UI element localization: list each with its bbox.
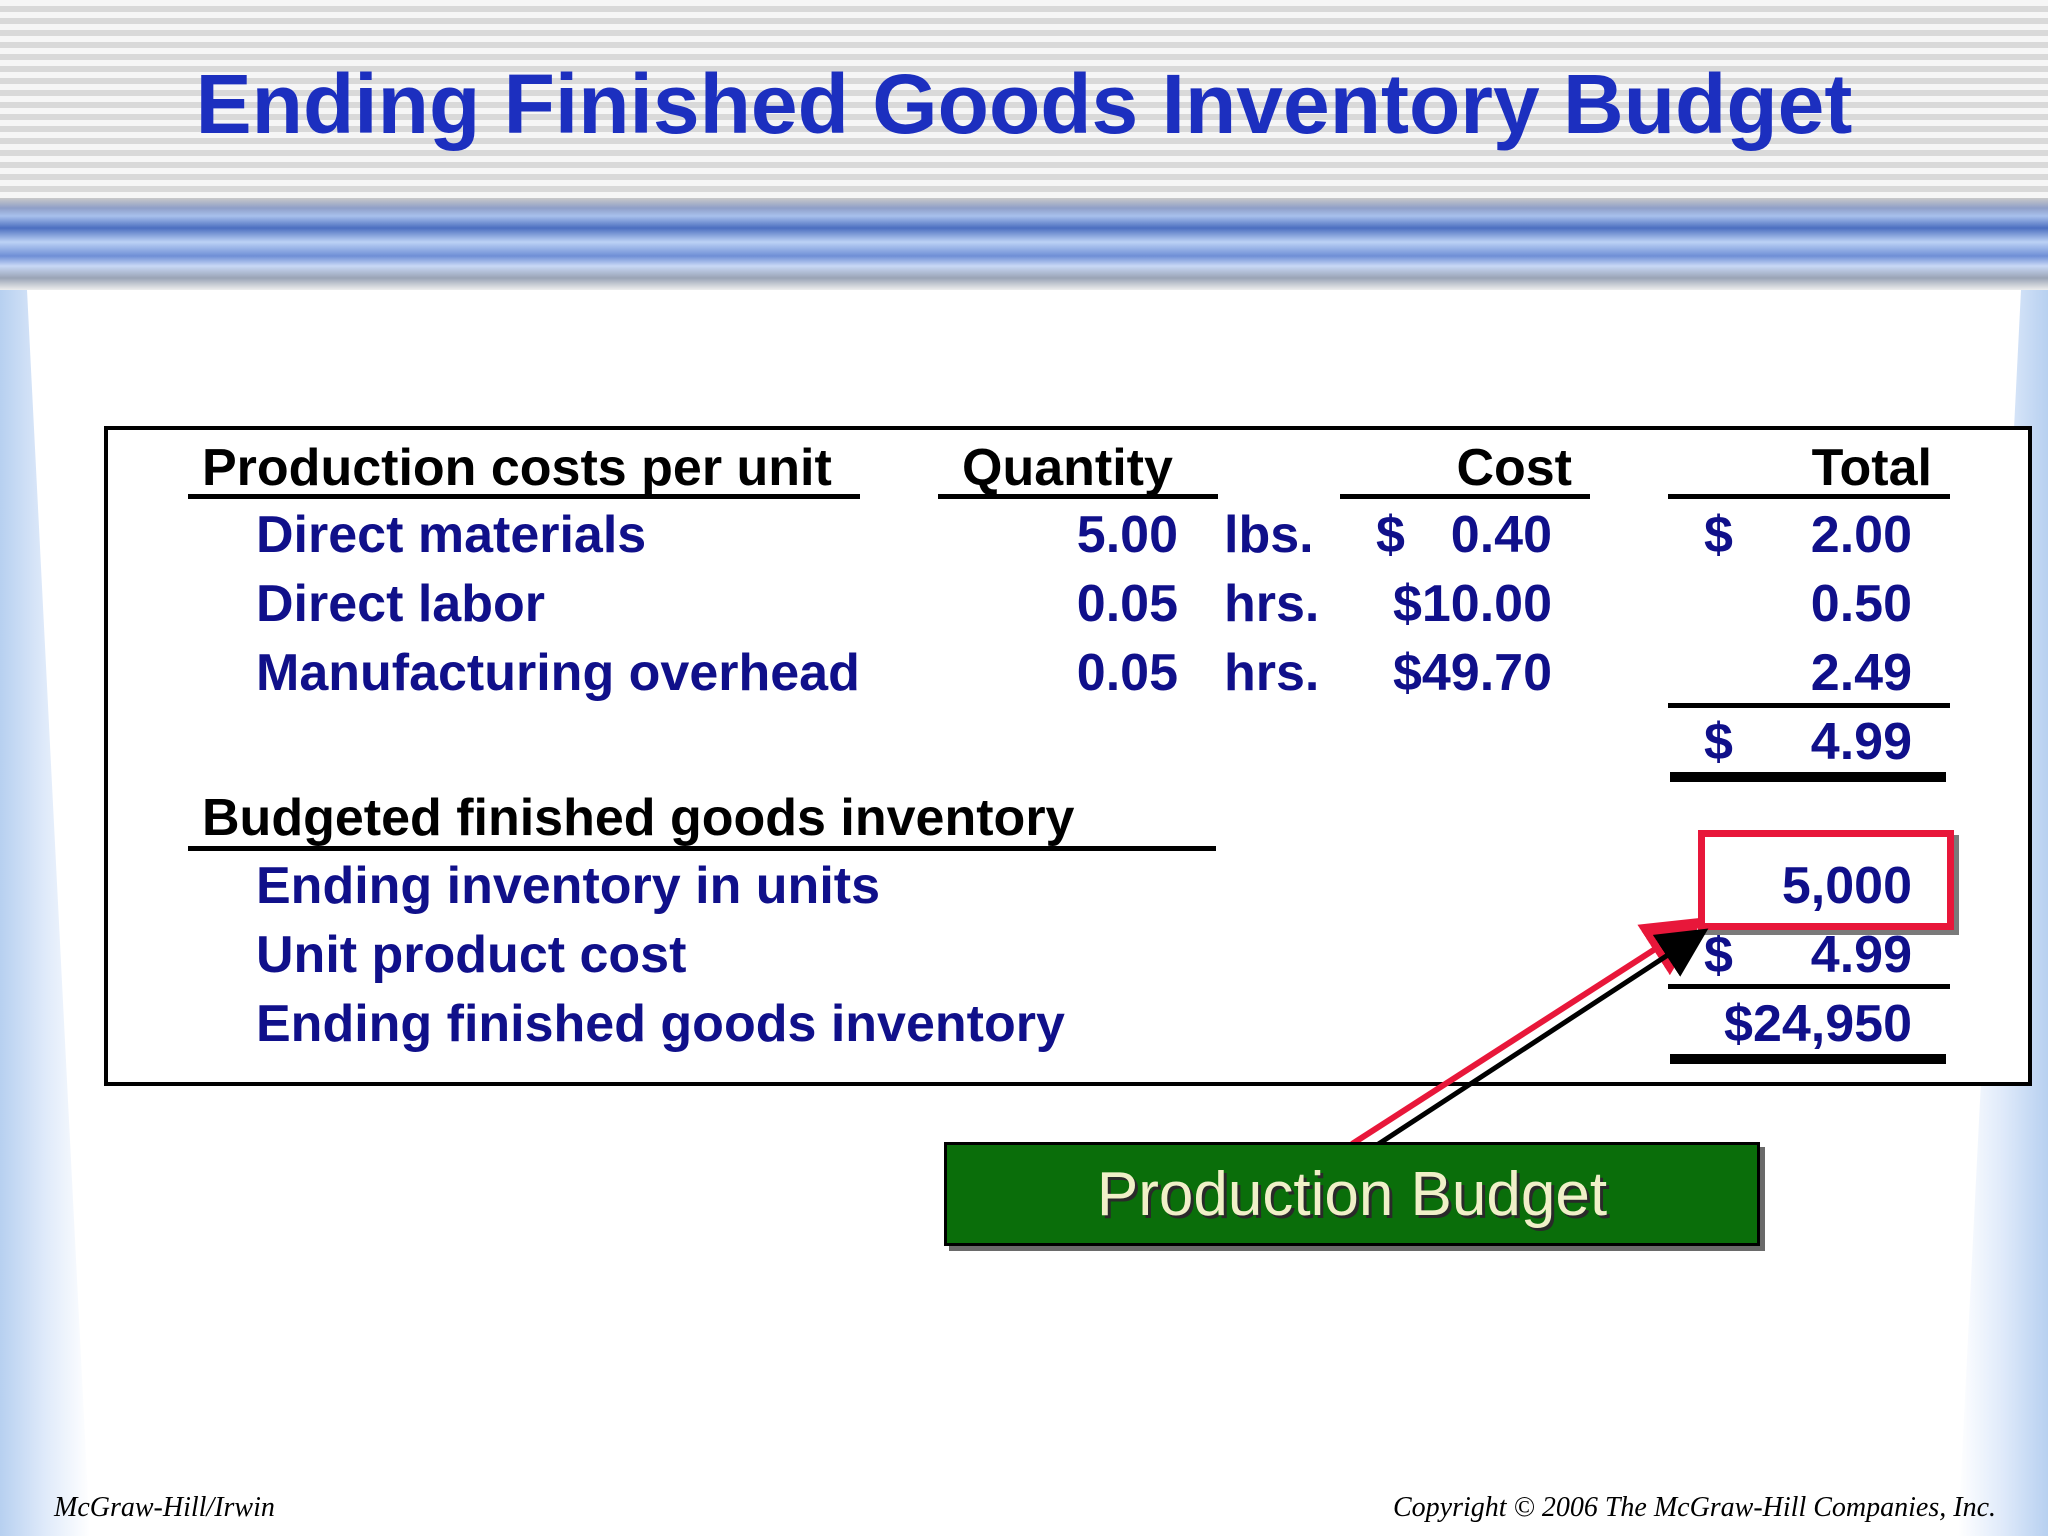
row-quantity: 0.05	[1076, 575, 1178, 633]
header-underline-quantity	[938, 494, 1218, 499]
row-total: 2.00	[1810, 506, 1912, 564]
row-label: Manufacturing overhead	[256, 644, 860, 702]
unit-cost-total-value: 4.99	[1810, 713, 1912, 771]
inventory-subtotal-rule	[1668, 984, 1950, 989]
section-header-inventory: Budgeted finished goods inventory	[202, 789, 1075, 847]
inventory-row-label: Unit product cost	[256, 926, 687, 984]
double-rule-inventory	[1670, 1054, 1946, 1064]
row-cost-sign: $	[1376, 506, 1405, 564]
header-underline-cost	[1340, 494, 1590, 499]
header-stripes	[0, 0, 2048, 200]
row-unit: lbs.	[1224, 506, 1314, 564]
row-total-sign: $	[1704, 506, 1733, 564]
left-side-gradient	[0, 290, 90, 1536]
row-cost: $10.00	[1392, 575, 1552, 633]
row-unit: hrs.	[1224, 575, 1320, 633]
slide-title: Ending Finished Goods Inventory Budget	[195, 57, 1853, 151]
subtotal-rule	[1668, 703, 1950, 708]
row-label: Direct labor	[256, 575, 545, 633]
row-cost: 0.40	[1450, 506, 1552, 564]
header-quantity: Quantity	[962, 439, 1173, 497]
header-production-costs: Production costs per unit	[202, 439, 832, 497]
header-cost: Cost	[1456, 439, 1572, 497]
header-underline-label	[188, 494, 860, 499]
footer-copyright: Copyright © 2006 The McGraw-Hill Compani…	[1392, 1492, 1996, 1523]
header-total: Total	[1811, 439, 1932, 497]
inventory-row-value: $24,950	[1724, 995, 1912, 1053]
row-quantity: 0.05	[1076, 644, 1178, 702]
inventory-row-label: Ending inventory in units	[256, 857, 880, 915]
row-unit: hrs.	[1224, 644, 1320, 702]
row-quantity: 5.00	[1076, 506, 1178, 564]
row-total: 0.50	[1810, 575, 1912, 633]
section-underline-inventory	[188, 846, 1216, 851]
inventory-row-sign: $	[1704, 926, 1733, 984]
header-underline-total	[1668, 494, 1950, 499]
callout-label: Production Budget	[1096, 1159, 1608, 1229]
budget-table-panel	[104, 426, 2032, 1086]
footer-publisher: McGraw-Hill/Irwin	[54, 1492, 275, 1523]
unit-cost-total-sign: $	[1704, 713, 1733, 771]
row-total: 2.49	[1810, 644, 1912, 702]
inventory-row-value: 4.99	[1810, 926, 1912, 984]
row-cost: $49.70	[1392, 644, 1552, 702]
ending-units-highlight-box	[1698, 830, 1954, 930]
production-budget-callout: Production Budget	[944, 1142, 1760, 1246]
header-band	[0, 198, 2048, 290]
row-label: Direct materials	[256, 506, 647, 564]
inventory-row-value: 5,000	[1781, 857, 1912, 915]
double-rule-total	[1670, 772, 1946, 782]
inventory-row-label: Ending finished goods inventory	[256, 995, 1065, 1053]
